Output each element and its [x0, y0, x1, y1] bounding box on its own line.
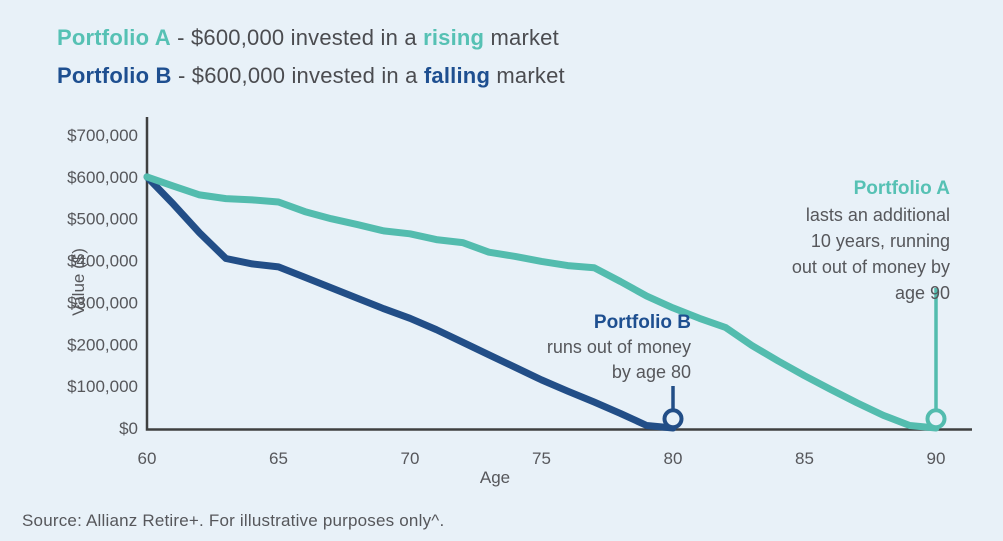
annotation-a-line2: 10 years, running	[810, 231, 950, 251]
x-tick-label: 75	[532, 449, 551, 468]
annotation-a-line3: out out of money by	[791, 257, 950, 277]
x-axis-title: Age	[480, 468, 510, 487]
y-tick-label: $0	[119, 419, 138, 438]
legend-a-body: $600,000 invested in a	[190, 25, 424, 50]
y-tick-label: $500,000	[67, 210, 138, 229]
annotation-b-line1: runs out of money	[546, 337, 691, 357]
y-tick-label: $200,000	[67, 335, 138, 354]
separator: -	[170, 25, 191, 50]
annotation-portfolio-b: Portfolio B runs out of money by age 80	[547, 310, 691, 385]
legend-line-portfolio-b: Portfolio B - $600,000 invested in a fal…	[57, 63, 565, 89]
portfolio-a-label: Portfolio A	[57, 25, 171, 50]
separator: -	[171, 63, 192, 88]
annotation-a-line1: lasts an additional	[805, 205, 950, 225]
y-tick-label: $700,000	[67, 126, 138, 145]
legend-b-body: $600,000 invested in a	[191, 63, 424, 88]
line-portfolio-b	[143, 173, 677, 432]
y-tick-label: $600,000	[67, 168, 138, 187]
marker-portfolio-a-end	[925, 408, 947, 430]
x-tick-label: 60	[138, 449, 157, 468]
x-tick-label: 80	[664, 449, 683, 468]
x-tick-label: 90	[927, 449, 946, 468]
annotation-a-line4: age 90	[894, 283, 950, 303]
x-tick-label: 85	[795, 449, 814, 468]
x-tick-label: 65	[269, 449, 288, 468]
annotation-portfolio-a: Portfolio A lasts an additional 10 years…	[792, 176, 950, 306]
y-tick-label: $400,000	[67, 252, 138, 271]
legend-line-portfolio-a: Portfolio A - $600,000 invested in a ris…	[57, 25, 559, 51]
y-tick-label: $300,000	[67, 293, 138, 312]
marker-portfolio-b-end	[662, 408, 684, 430]
portfolio-b-label: Portfolio B	[57, 63, 172, 88]
annotation-a-title: Portfolio A	[853, 178, 950, 199]
falling-highlight: falling	[423, 63, 491, 88]
annotation-b-line2: by age 80	[611, 362, 691, 382]
annotation-b-title: Portfolio B	[593, 312, 691, 333]
x-tick-label: 70	[401, 449, 420, 468]
axes	[145, 117, 972, 431]
legend-a-tail: market	[484, 25, 559, 50]
y-axis-title: Value ($)	[69, 248, 88, 316]
rising-highlight: rising	[423, 25, 485, 50]
source-note: Source: Allianz Retire+. For illustrativ…	[22, 511, 445, 530]
legend-b-tail: market	[490, 63, 565, 88]
line-portfolio-a	[143, 173, 940, 432]
y-tick-label: $100,000	[67, 377, 138, 396]
